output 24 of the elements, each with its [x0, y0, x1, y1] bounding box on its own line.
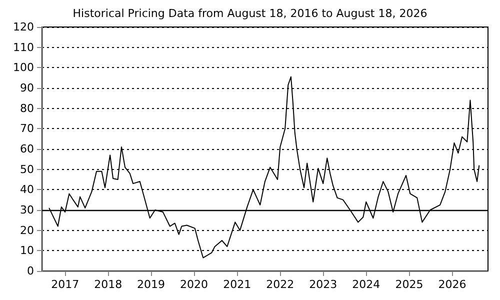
y-tick-label: 110 [13, 40, 34, 54]
y-tick-label: 30 [20, 204, 34, 216]
y-tick-label: 60 [20, 142, 34, 156]
y-tick-label: 100 [13, 61, 34, 74]
y-tick-label: 0 [27, 264, 34, 278]
x-tick-label: 2018 [94, 278, 122, 291]
x-tick-label: 2019 [137, 278, 166, 291]
x-tick-label: 2024 [352, 278, 380, 291]
y-tick-label: 70 [20, 122, 34, 136]
x-tick-label: 2023 [309, 278, 338, 291]
y-tick-label: 10 [20, 244, 34, 258]
y-tick-label: 80 [20, 102, 34, 115]
y-tick-label: 50 [20, 162, 34, 176]
x-tick-label: 2017 [51, 278, 80, 291]
chart-title: Historical Pricing Data from August 18, 2016 to August 18, 2026 [72, 7, 428, 20]
x-tick-label: 2026 [438, 278, 466, 291]
y-tick-label: 90 [20, 82, 34, 94]
y-tick-label: 40 [20, 183, 34, 196]
x-tick-label: 2025 [395, 278, 424, 291]
y-tick-label: 120 [13, 20, 34, 34]
x-tick-label: 2020 [180, 278, 208, 291]
x-tick-label: 2021 [223, 278, 252, 291]
x-tick-label: 2022 [266, 278, 294, 291]
y-tick-label: 20 [20, 224, 34, 237]
